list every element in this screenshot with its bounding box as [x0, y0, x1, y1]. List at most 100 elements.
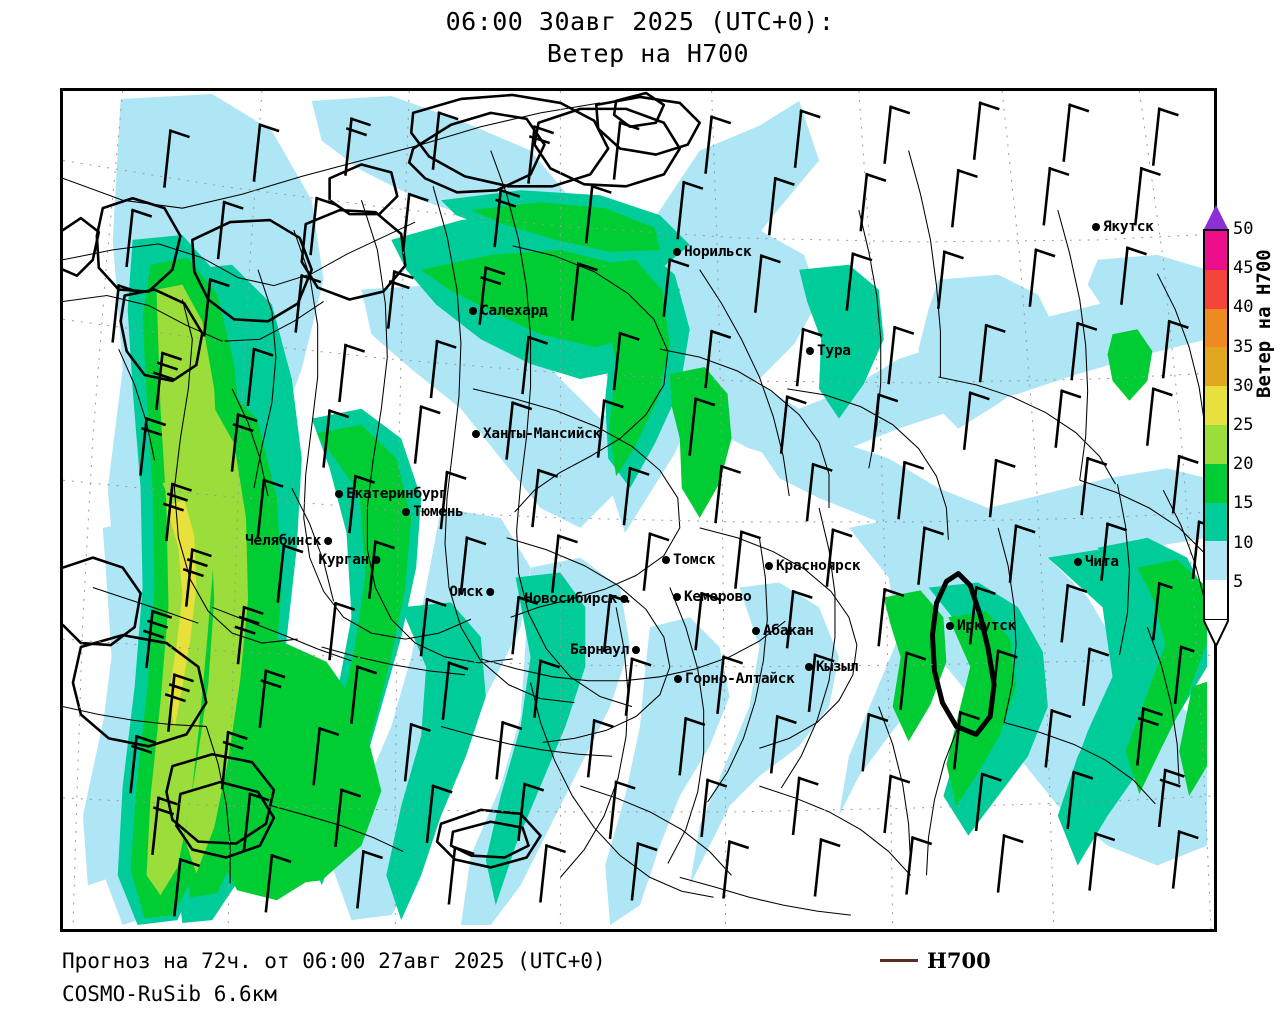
city-label: Челябинск — [245, 533, 332, 549]
wind-barbs — [111, 101, 1213, 917]
colorbar-tick-35: 35 — [1233, 336, 1254, 357]
city-name: Барнаул — [569, 642, 629, 658]
city-name: Салехард — [480, 303, 548, 319]
city-name: Тура — [817, 343, 851, 359]
city-name: Норильск — [684, 244, 752, 260]
city-name: Ханты-Мансийск — [483, 426, 602, 442]
city-name: Якутск — [1103, 219, 1154, 235]
city-dot-icon — [673, 593, 681, 601]
region-borders — [63, 102, 1206, 916]
map-frame[interactable]: Якутск Норильск Тура Салехард Ханты-Мансийск… — [60, 88, 1217, 932]
city-label: Ханты-Мансийск — [472, 426, 601, 442]
city-dot-icon — [372, 556, 380, 564]
colorbar-tick-50: 50 — [1233, 219, 1254, 239]
city-dot-icon — [752, 627, 760, 635]
city-label: Кызыл — [805, 659, 858, 675]
city-name: Новосибирск — [524, 591, 617, 607]
colorbar-cell-7 — [1205, 502, 1227, 542]
city-dot-icon — [662, 556, 670, 564]
colorbar-tick-45: 45 — [1233, 258, 1254, 279]
city-name: Абакан — [763, 623, 814, 639]
colorbar-tick-20: 20 — [1233, 454, 1254, 475]
city-label: Омск — [449, 584, 494, 600]
city-label: Якутск — [1092, 219, 1154, 235]
city-dot-icon — [765, 562, 773, 570]
city-label: Чита — [1074, 554, 1119, 570]
colorbar-tick-15: 15 — [1233, 493, 1254, 514]
city-name: Екатеринбург — [346, 486, 448, 502]
footer: Прогноз на 72ч. от 06:00 27авг 2025 (UTC… — [62, 945, 1262, 1011]
model-info: COSMO-RuSib 6.6км — [62, 982, 277, 1006]
city-dot-icon — [620, 595, 628, 603]
colorbar-cell-2 — [1205, 308, 1227, 348]
colorbar-under-arrow — [1203, 619, 1229, 646]
city-label: Норильск — [673, 244, 752, 260]
title-datetime: 06:00 30авг 2025 (UTC+0): — [445, 7, 835, 36]
city-label: Курган — [318, 552, 380, 568]
city-label: Горно-Алтайск — [674, 671, 795, 687]
colorbar-strip — [1203, 229, 1229, 621]
colorbar-cell-8 — [1205, 541, 1227, 581]
city-dot-icon — [1092, 223, 1100, 231]
city-dot-icon — [335, 490, 343, 498]
city-name: Чита — [1085, 554, 1119, 570]
city-name: Красноярск — [776, 558, 861, 574]
colorbar-over-arrow — [1203, 205, 1229, 231]
city-name: Горно-Алтайск — [685, 671, 795, 687]
city-dot-icon — [673, 248, 681, 256]
colorbar-ticks: 50 45 40 35 30 25 20 15 10 5 — [1233, 219, 1280, 621]
city-name: Томск — [673, 552, 716, 568]
colorbar-cell-5 — [1205, 424, 1227, 464]
city-label: Тюмень — [402, 504, 464, 520]
city-label: Красноярск — [765, 558, 861, 574]
colorbar-tick-5: 5 — [1233, 571, 1244, 592]
city-label: Новосибирск — [524, 591, 628, 607]
city-name: Иркутск — [957, 618, 1017, 634]
city-label-layer: Якутск Норильск Тура Салехард Ханты-Мансийск… — [63, 91, 1214, 929]
title-variable: Ветер на H700 — [546, 39, 750, 68]
city-dot-icon — [806, 347, 814, 355]
city-label: Томск — [662, 552, 715, 568]
colorbar-cell-4 — [1205, 386, 1227, 425]
city-dot-icon — [472, 430, 480, 438]
city-name: Курган — [318, 552, 369, 568]
forecast-info: Прогноз на 72ч. от 06:00 27авг 2025 (UTC… — [62, 949, 606, 973]
colorbar-tick-30: 30 — [1233, 375, 1254, 396]
city-dot-icon — [1074, 558, 1082, 566]
chart-title: 06:00 30авг 2025 (UTC+0): Ветер на H700 — [0, 6, 1280, 70]
city-name: Омск — [449, 584, 483, 600]
city-name: Кемерово — [684, 589, 752, 605]
city-name: Челябинск — [245, 533, 321, 549]
colorbar-cell-0 — [1205, 231, 1227, 270]
city-name: Тюмень — [413, 504, 464, 520]
colorbar-tick-25: 25 — [1233, 415, 1254, 435]
city-dot-icon — [946, 622, 954, 630]
city-dot-icon — [674, 675, 682, 683]
map-canvas — [63, 91, 1214, 929]
city-label: Екатеринбург — [335, 486, 447, 502]
colorbar-cell-3 — [1205, 347, 1227, 387]
colorbar-tick-10: 10 — [1233, 532, 1254, 553]
city-label: Тура — [806, 343, 851, 359]
colorbar: 50 45 40 35 30 25 20 15 10 5 — [1203, 205, 1253, 646]
city-label: Абакан — [752, 623, 814, 639]
colorbar-cell-9 — [1205, 580, 1227, 619]
city-label: Иркутск — [946, 618, 1016, 634]
colorbar-cell-6 — [1205, 463, 1227, 503]
city-dot-icon — [632, 646, 640, 654]
city-label: Салехард — [469, 303, 548, 319]
legend-label: H700 — [927, 948, 991, 973]
colorbar-tick-40: 40 — [1233, 297, 1254, 318]
wind-shading-yellow — [166, 500, 197, 729]
city-dot-icon — [486, 588, 494, 596]
legend-line-swatch — [880, 959, 918, 962]
city-label: Кемерово — [673, 589, 752, 605]
colorbar-axis-title: Ветер на H700 — [1253, 249, 1275, 398]
city-dot-icon — [402, 508, 410, 516]
city-label: Барнаул — [570, 642, 640, 658]
graticule — [63, 91, 1214, 929]
contour-legend: H700 — [880, 948, 991, 973]
city-dot-icon — [469, 307, 477, 315]
city-dot-icon — [324, 537, 332, 545]
